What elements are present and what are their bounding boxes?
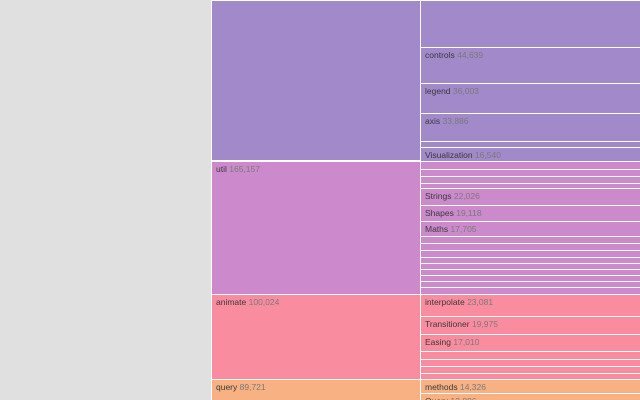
treemap-cell[interactable] xyxy=(420,351,640,359)
treemap-cell-name: methods xyxy=(425,382,458,392)
treemap-cell-value: 19,118 xyxy=(456,208,482,218)
treemap-cell-value: 14,326 xyxy=(459,382,486,392)
treemap-cell-easing[interactable]: Easing 17,010 xyxy=(420,334,640,351)
treemap-cell-query[interactable]: Query 13,896 xyxy=(420,393,640,400)
treemap-cell-maths[interactable]: Maths 17,705 xyxy=(420,221,640,236)
treemap-cell-label: query 89,721 xyxy=(216,382,266,393)
treemap-cell[interactable] xyxy=(420,236,640,243)
treemap-cell[interactable] xyxy=(420,161,640,169)
treemap-cell[interactable] xyxy=(420,169,640,176)
treemap-cell-name: Maths xyxy=(425,224,449,234)
treemap-cell-name: axis xyxy=(425,116,441,126)
treemap-cell[interactable] xyxy=(420,183,640,188)
treemap-cell[interactable] xyxy=(420,275,640,281)
treemap-cell-name: controls xyxy=(425,50,455,60)
treemap-cell-legend[interactable]: legend 36,003 xyxy=(420,83,640,113)
treemap-cell-methods[interactable]: methods 14,326 xyxy=(420,379,640,393)
treemap-cell-name: util xyxy=(216,164,227,174)
treemap-cell-visualization[interactable]: Visualization 16,540 xyxy=(420,147,640,161)
treemap-cell-name: animate xyxy=(216,297,247,307)
treemap-cell-label: Easing 17,010 xyxy=(425,337,479,348)
treemap-cell-name: Strings xyxy=(425,191,452,201)
treemap-cell-label: Transitioner 19,975 xyxy=(425,319,498,330)
treemap-cell-label: Maths 17,705 xyxy=(425,224,477,235)
treemap-cell-value: 13,896 xyxy=(451,396,477,400)
treemap-cell[interactable] xyxy=(420,263,640,269)
treemap-cell-value: 22,026 xyxy=(453,191,480,201)
treemap-cell-transitioner[interactable]: Transitioner 19,975 xyxy=(420,316,640,334)
treemap-cell-name: interpolate xyxy=(425,297,465,307)
treemap-cell-value: 23,081 xyxy=(467,297,494,307)
treemap-cell[interactable] xyxy=(420,373,640,379)
treemap-cell-util[interactable]: util 165,157 xyxy=(211,161,420,294)
treemap-cell[interactable] xyxy=(420,366,640,373)
treemap-cell-value: 89,721 xyxy=(239,382,266,392)
treemap-cell[interactable] xyxy=(420,359,640,366)
treemap-cell-name: Query xyxy=(425,396,448,400)
treemap-cell-value: 17,010 xyxy=(453,337,480,347)
empty-left-pane xyxy=(0,0,211,400)
treemap-cell-name: query xyxy=(216,382,238,392)
treemap-cell[interactable] xyxy=(420,269,640,275)
treemap-cell-label: interpolate 23,081 xyxy=(425,297,493,308)
treemap-cell-name: legend xyxy=(425,86,451,96)
treemap-cell-label: Visualization 16,540 xyxy=(425,150,501,161)
treemap-cell-label: axis 33,886 xyxy=(425,116,469,127)
treemap-cell-label: legend 36,003 xyxy=(425,86,479,97)
treemap-cell-value: 19,975 xyxy=(471,319,498,329)
treemap-cell[interactable] xyxy=(420,176,640,183)
treemap-cell-shapes[interactable]: Shapes 19,118 xyxy=(420,205,640,221)
treemap-cell-name: Transitioner xyxy=(425,319,470,329)
treemap-cell-value: 16,540 xyxy=(474,150,501,160)
treemap-cell-value: 36,003 xyxy=(452,86,479,96)
treemap-cell-value: 44,639 xyxy=(457,50,484,60)
treemap-cell[interactable] xyxy=(420,257,640,263)
treemap-cell-axis[interactable]: axis 33,886 xyxy=(420,113,640,141)
treemap-cell-query[interactable]: query 89,721 xyxy=(211,379,420,400)
treemap-cell[interactable] xyxy=(420,281,640,287)
treemap-cell-name: Visualization xyxy=(425,150,473,160)
treemap-cell-interpolate[interactable]: interpolate 23,081 xyxy=(420,294,640,316)
treemap-cell-controls[interactable]: controls 44,639 xyxy=(420,47,640,83)
treemap-cell-animate[interactable]: animate 100,024 xyxy=(211,294,420,379)
treemap-cell-label: Query 13,896 xyxy=(425,396,477,400)
treemap-cell[interactable] xyxy=(420,243,640,250)
treemap-cell-label: animate 100,024 xyxy=(216,297,279,308)
treemap-cell-label: controls 44,639 xyxy=(425,50,483,61)
treemap-cell[interactable] xyxy=(420,287,640,294)
treemap-cell-value: 100,024 xyxy=(248,297,280,307)
treemap-cell-value: 17,705 xyxy=(450,224,477,234)
treemap-cell-value: 33,886 xyxy=(442,116,469,126)
treemap-cell-name: Easing xyxy=(425,337,451,347)
treemap-cell-strings[interactable]: Strings 22,026 xyxy=(420,188,640,205)
treemap-cell-flare-vis[interactable] xyxy=(211,0,420,160)
treemap-cell[interactable] xyxy=(420,250,640,257)
treemap-cell-label: util 165,157 xyxy=(216,164,260,175)
treemap-cell[interactable] xyxy=(420,0,640,47)
treemap-cell-label: methods 14,326 xyxy=(425,382,486,393)
treemap-cell-name: Shapes xyxy=(425,208,454,218)
treemap-cell-value: 165,157 xyxy=(229,164,260,174)
treemap-cell[interactable] xyxy=(420,141,640,147)
treemap-cell-label: Strings 22,026 xyxy=(425,191,480,202)
treemap-cell-label: Shapes 19,118 xyxy=(425,208,482,219)
